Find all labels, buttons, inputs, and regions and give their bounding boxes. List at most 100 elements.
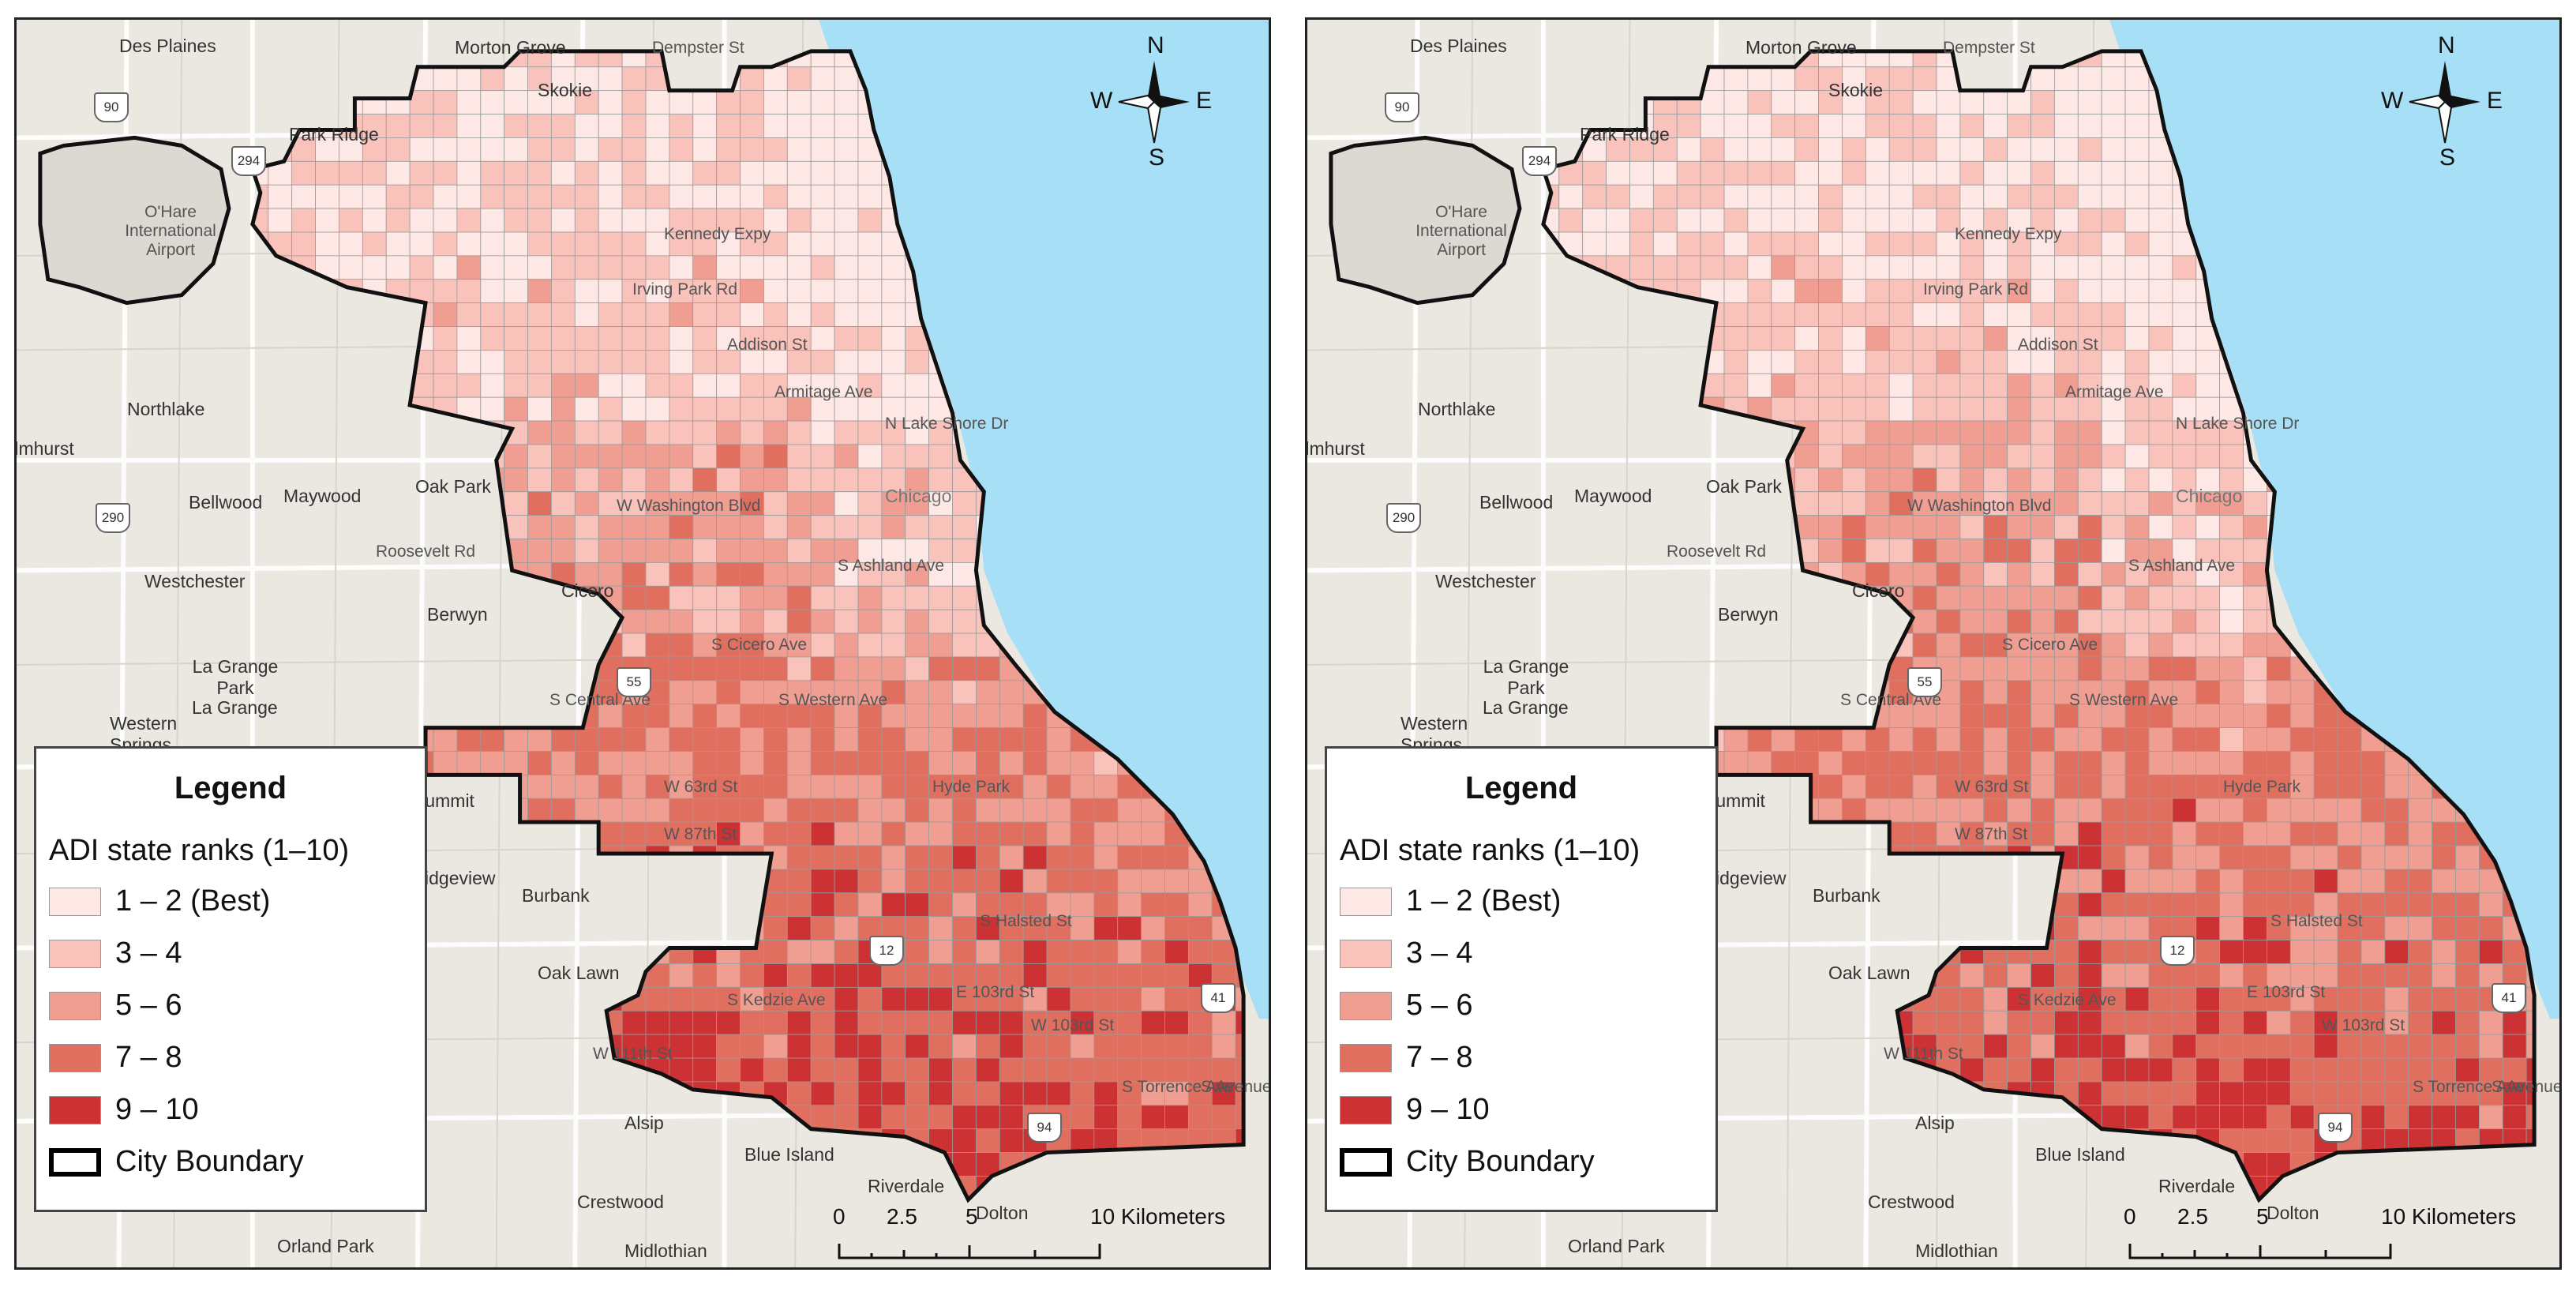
tract-cell: [810, 66, 835, 92]
tract-cell: [1959, 798, 1985, 823]
tract-cell: [1164, 916, 1189, 940]
tract-cell: [1959, 704, 1985, 728]
tract-cell: [2148, 798, 2173, 823]
tract-cell: [504, 632, 528, 658]
tract-cell: [2172, 963, 2197, 988]
tract-cell: [976, 1057, 1000, 1083]
tract-cell: [1865, 539, 1890, 563]
tract-cell: [339, 515, 363, 539]
tract-cell: [2148, 231, 2173, 257]
tract-cell: [2030, 255, 2055, 280]
tract-cell: [763, 986, 788, 1012]
tract-cell: [1700, 231, 1725, 257]
tract-cell: [598, 539, 623, 563]
tract-cell: [2030, 1010, 2055, 1035]
tract-cell: [315, 51, 339, 68]
tract-cell: [763, 1010, 788, 1035]
tract-cell: [669, 208, 694, 233]
place-crestwood: Crestwood: [1868, 1192, 1955, 1212]
place-burbank: Burbank: [522, 885, 590, 906]
tract-cell: [1093, 1152, 1119, 1177]
tract-cell: [928, 821, 953, 846]
tract-cell: [2007, 892, 2031, 918]
place-westchester: Westchester: [1435, 571, 1536, 591]
tract-cell: [1558, 444, 1584, 469]
tract-cell: [976, 986, 1000, 1012]
tract-cell: [2077, 231, 2102, 257]
tract-cell: [339, 51, 363, 68]
street-w-111th: W 111th St: [1884, 1045, 1963, 1063]
tract-cell: [905, 1081, 930, 1106]
tract-cell: [2432, 940, 2456, 964]
tract-cell: [291, 90, 316, 114]
tract-cell: [2289, 821, 2315, 846]
tract-cell: [881, 986, 906, 1012]
tract-cell: [999, 1128, 1024, 1153]
tract-cell: [1842, 1152, 1866, 1177]
place-ohare: O'Hare International Airport: [1415, 203, 1507, 259]
tract-cell: [1606, 51, 1630, 68]
tract-cell: [2148, 326, 2173, 351]
tract-cell: [692, 585, 718, 610]
tract-cell: [952, 1057, 977, 1083]
legend-label: 9 – 10: [1406, 1093, 1490, 1126]
tract-cell: [268, 184, 293, 209]
tract-cell: [716, 892, 741, 918]
tract-cell: [905, 444, 930, 469]
tract-cell: [574, 231, 599, 257]
tract-cell: [810, 940, 835, 964]
tract-cell: [339, 444, 363, 469]
tract-cell: [1842, 326, 1866, 351]
tract-cell: [1652, 255, 1678, 280]
tract-cell: [480, 1199, 505, 1200]
tract-cell: [504, 467, 528, 493]
tract-cell: [574, 727, 599, 752]
tract-cell: [928, 561, 953, 587]
tract-cell: [1936, 845, 1961, 870]
tract-cell: [928, 632, 953, 658]
tract-cell: [810, 821, 835, 846]
tract-cell: [669, 90, 694, 114]
tract-cell: [1959, 986, 1985, 1012]
tract-cell: [268, 90, 293, 114]
tract-cell: [1771, 892, 1796, 918]
tract-cell: [339, 420, 363, 445]
tract-cell: [763, 774, 788, 799]
tract-cell: [716, 821, 741, 846]
tract-cell: [1211, 940, 1236, 964]
tract-cell: [763, 609, 788, 634]
tract-cell: [527, 114, 552, 138]
tract-cell: [740, 821, 764, 846]
tract-cell: [504, 160, 528, 186]
tract-cell: [2101, 160, 2126, 186]
tract-cell: [2455, 892, 2480, 918]
tract-cell: [2007, 1057, 2031, 1083]
tract-cell: [2101, 255, 2126, 280]
tract-cell: [786, 845, 812, 870]
tract-cell: [2243, 916, 2267, 940]
tract-cell: [1629, 539, 1654, 563]
tract-cell: [433, 302, 458, 327]
tract-cell: [456, 751, 482, 775]
tract-cell: [409, 160, 434, 186]
tract-cell: [881, 798, 906, 823]
tract-cell: [291, 302, 316, 327]
street-w-63rd: W 63rd St: [664, 778, 738, 796]
tract-cell: [1558, 420, 1584, 445]
tract-cell: [2077, 1081, 2102, 1106]
tract-cell: [1936, 680, 1961, 705]
tract-cell: [1164, 1057, 1189, 1083]
tract-cell: [1771, 66, 1796, 92]
tract-cell: [1818, 1152, 1843, 1177]
tract-cell: [2195, 680, 2221, 705]
tract-cell: [1629, 160, 1654, 186]
tract-cell: [1235, 1152, 1244, 1177]
tract-cell: [1543, 279, 1560, 304]
tract-cell: [1842, 66, 1866, 92]
tract-cell: [1818, 208, 1843, 233]
tract-cell: [2007, 869, 2031, 894]
tract-cell: [881, 515, 906, 539]
tract-cell: [1187, 1176, 1213, 1200]
tract-cell: [1582, 184, 1607, 209]
tract-cell: [1794, 255, 1819, 280]
